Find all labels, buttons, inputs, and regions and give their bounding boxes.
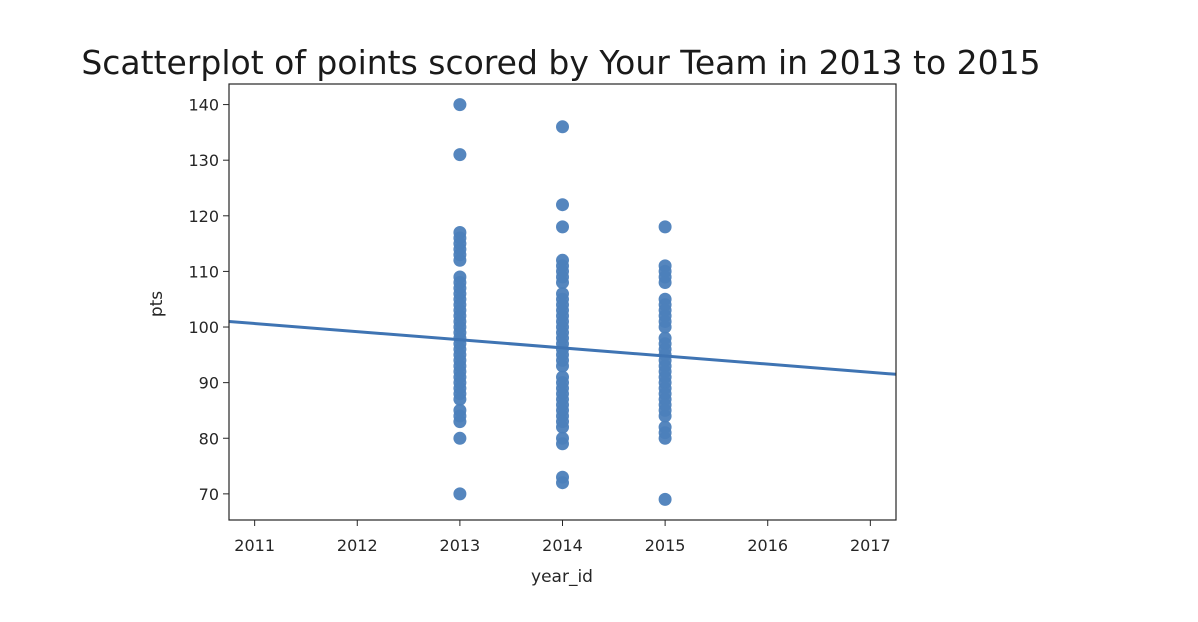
data-point	[556, 476, 569, 490]
data-point	[453, 392, 467, 406]
x-tick-label: 2015	[645, 536, 686, 555]
data-point	[658, 431, 672, 445]
y-axis-ticks: 70 80 90 100 110 120 130 140	[188, 96, 229, 504]
y-tick-label: 110	[188, 262, 219, 281]
x-tick-label: 2017	[850, 536, 891, 555]
data-point	[556, 420, 569, 434]
data-point	[556, 359, 569, 373]
chart-title: Scatterplot of points scored by Your Tea…	[81, 43, 1040, 82]
data-point	[453, 431, 467, 445]
data-point	[556, 276, 569, 289]
y-tick-label: 90	[199, 374, 219, 393]
y-tick-label: 80	[199, 429, 219, 448]
y-tick-label: 130	[188, 151, 219, 170]
x-tick-label: 2013	[440, 536, 481, 555]
data-point	[658, 276, 672, 289]
y-tick-label: 70	[199, 485, 219, 504]
data-point	[556, 120, 569, 134]
data-point	[453, 253, 467, 267]
data-point	[658, 492, 672, 506]
y-tick-label: 140	[188, 96, 219, 115]
data-point	[658, 409, 672, 423]
y-tick-label: 100	[188, 318, 219, 337]
data-points	[453, 98, 672, 506]
data-point	[453, 148, 467, 162]
y-tick-label: 120	[188, 207, 219, 226]
plot-area	[228, 83, 897, 521]
regression-line	[229, 319, 896, 376]
data-point	[556, 220, 569, 234]
x-tick-label: 2012	[337, 536, 378, 555]
x-axis-label: year_id	[531, 567, 593, 587]
data-point	[556, 437, 569, 451]
data-point	[453, 487, 467, 501]
data-point	[556, 198, 569, 212]
data-point	[658, 320, 672, 334]
x-tick-label: 2011	[234, 536, 275, 555]
x-tick-label: 2014	[542, 536, 583, 555]
y-axis-label: pts	[147, 291, 167, 317]
data-point	[453, 98, 467, 112]
x-tick-label: 2016	[747, 536, 788, 555]
data-point	[658, 220, 672, 234]
data-point	[453, 415, 467, 429]
x-axis-ticks: 2011 2012 2013 2014 2015 2016 2017	[234, 520, 891, 555]
